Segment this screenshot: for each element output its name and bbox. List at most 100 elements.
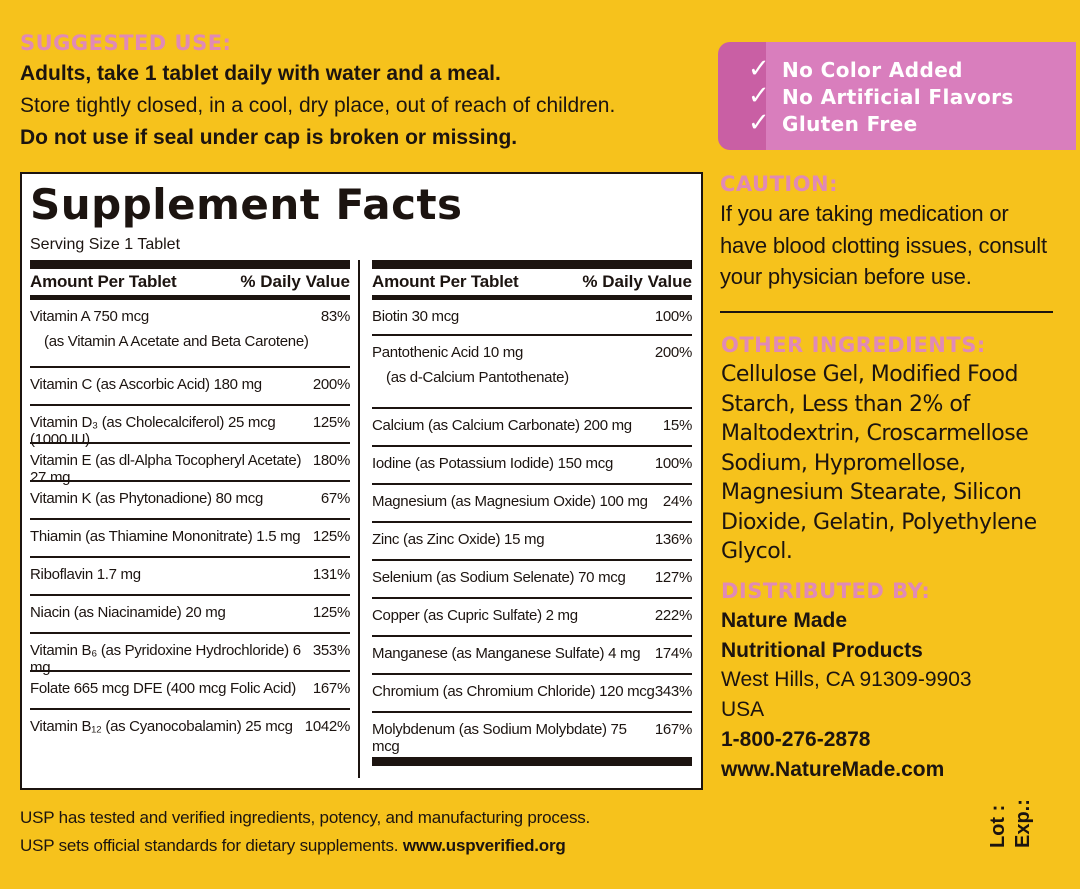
nutrient-name: Manganese (as Manganese Sulfate) 4 mg [372, 645, 641, 662]
nutrient-name: Vitamin D₃ (as Cholecalciferol) 25 mcg (… [30, 414, 276, 448]
nutrient-name: Niacin (as Niacinamide) 20 mg [30, 604, 226, 621]
claim-no-color: ✓ No Color Added [748, 54, 963, 84]
nutrient-daily-value: 100% [654, 308, 692, 325]
facts-column-left: Amount Per Tablet % Daily Value Vitamin … [30, 260, 350, 750]
nutrient-row: Folate 665 mcg DFE (400 mcg Folic Acid) 1… [30, 672, 350, 710]
nutrient-daily-value: 125% [312, 604, 350, 621]
nutrient-daily-value: 200% [654, 344, 692, 361]
exp-label: Exp.: [1012, 799, 1034, 848]
usp-link[interactable]: www.uspverified.org [402, 836, 566, 855]
column-header: Amount Per Tablet % Daily Value [372, 269, 692, 300]
suggested-use-seal-warning: Do not use if seal under cap is broken o… [20, 126, 518, 149]
nutrient-row: Pantothenic Acid 10 mg 200% (as d-Calcium … [372, 336, 692, 409]
nutrient-row: Manganese (as Manganese Sulfate) 4 mg 174… [372, 637, 692, 675]
nutrient-row: Magnesium (as Magnesium Oxide) 100 mg 24% [372, 485, 692, 523]
claim-label: No Artificial Flavors [782, 85, 1014, 109]
nutrient-line: Niacin (as Niacinamide) 20 mg 125% [30, 604, 350, 621]
nutrient-list-left: Vitamin A 750 mcg 83% (as Vitamin A Acetat… [30, 300, 350, 750]
company-country: USA [721, 698, 765, 722]
thick-rule [30, 260, 350, 269]
nutrient-line: Copper (as Cupric Sulfate) 2 mg 222% [372, 607, 692, 624]
nutrient-line: Riboflavin 1.7 mg 131% [30, 566, 350, 583]
nutrient-name: Biotin 30 mcg [372, 308, 459, 325]
supplement-facts-title: Supplement Facts [30, 180, 463, 229]
usp-line2-wrap: USP sets official standards for dietary … [20, 832, 700, 860]
nutrient-daily-value: 353% [312, 642, 350, 659]
phone-number[interactable]: 1-800-276-2878 [721, 727, 871, 751]
nutrient-line: Vitamin E (as dl-Alpha Tocopheryl Acetat… [30, 452, 350, 486]
nutrient-daily-value: 180% [312, 452, 350, 469]
nutrient-row: Vitamin A 750 mcg 83% (as Vitamin A Acetat… [30, 300, 350, 368]
nutrient-name: Zinc (as Zinc Oxide) 15 mg [372, 531, 545, 548]
suggested-use-section: SUGGESTED USE: Adults, take 1 tablet dai… [20, 32, 700, 154]
website-link[interactable]: www.NatureMade.com [721, 757, 945, 781]
nutrient-daily-value: 200% [312, 376, 350, 393]
nutrient-daily-value: 100% [654, 455, 692, 472]
nutrient-row: Iodine (as Potassium Iodide) 150 mcg 100% [372, 447, 692, 485]
company-name-line2: Nutritional Products [721, 638, 923, 662]
nutrient-source: (as Vitamin A Acetate and Beta Carotene) [44, 333, 309, 350]
suggested-use-dosage: Adults, take 1 tablet daily with water a… [20, 62, 501, 85]
nutrient-daily-value: 15% [662, 417, 692, 434]
other-ingredients-heading: OTHER INGREDIENTS: [721, 333, 986, 357]
nutrient-row: Vitamin B₁₂ (as Cyanocobalamin) 25 mcg 10… [30, 710, 350, 750]
ingredients-line: Sodium, Hypromellose, [721, 450, 966, 476]
nutrient-line: Iodine (as Potassium Iodide) 150 mcg 100% [372, 455, 692, 472]
caution-line: If you are taking medication or [720, 201, 1009, 226]
claim-label: Gluten Free [782, 112, 918, 136]
nutrient-name: Thiamin (as Thiamine Mononitrate) 1.5 mg [30, 528, 301, 545]
nutrient-line: Vitamin K (as Phytonadione) 80 mcg 67% [30, 490, 350, 507]
nutrient-daily-value: 167% [654, 721, 692, 738]
lot-label: Lot : [987, 804, 1009, 848]
caution-line: have blood clotting issues, consult [720, 232, 1047, 258]
nutrient-name: Vitamin C (as Ascorbic Acid) 180 mg [30, 376, 262, 393]
nutrient-line: Biotin 30 mcg 100% [372, 308, 692, 325]
nutrient-row: Chromium (as Chromium Chloride) 120 mcg 3… [372, 675, 692, 713]
nutrient-line: Folate 665 mcg DFE (400 mcg Folic Acid) 1… [30, 680, 350, 697]
nutrient-name: Vitamin B₆ (as Pyridoxine Hydrochloride)… [30, 642, 301, 676]
nutrient-daily-value: 83% [320, 308, 350, 325]
nutrient-row: Thiamin (as Thiamine Mononitrate) 1.5 mg… [30, 520, 350, 558]
column-divider [358, 260, 360, 778]
nutrient-name: Selenium (as Sodium Selenate) 70 mcg [372, 569, 626, 586]
nutrient-name: Iodine (as Potassium Iodide) 150 mcg [372, 455, 613, 472]
nutrient-daily-value: 127% [654, 569, 692, 586]
nutrient-line: Zinc (as Zinc Oxide) 15 mg 136% [372, 531, 692, 548]
thick-rule [372, 757, 692, 766]
suggested-use-storage: Store tightly closed, in a cool, dry pla… [20, 94, 616, 117]
claim-gluten-free: ✓ Gluten Free [748, 108, 918, 138]
claim-no-artificial-flavors: ✓ No Artificial Flavors [748, 81, 1014, 111]
claims-badge: ✓ No Color Added ✓ No Artificial Flavors… [718, 42, 1076, 150]
ingredients-line: Starch, Less than 2% of [721, 391, 970, 417]
nutrient-daily-value: 136% [654, 531, 692, 548]
checkmark-icon: ✓ [748, 81, 770, 111]
nutrient-row: Copper (as Cupric Sulfate) 2 mg 222% [372, 599, 692, 637]
usp-line2: USP sets official standards for dietary … [20, 836, 399, 855]
nutrient-daily-value: 125% [312, 528, 350, 545]
ingredients-line: Maltodextrin, Croscarmellose [721, 421, 1029, 446]
nutrient-name: Copper (as Cupric Sulfate) 2 mg [372, 607, 578, 624]
suggested-use-heading: SUGGESTED USE: [20, 31, 232, 55]
nutrient-row: Niacin (as Niacinamide) 20 mg 125% [30, 596, 350, 634]
nutrient-line: Molybdenum (as Sodium Molybdate) 75 mcg 1… [372, 721, 692, 755]
nutrient-line: Vitamin A 750 mcg 83% [30, 308, 350, 325]
nutrient-daily-value: 1042% [304, 718, 351, 735]
daily-value-header: % Daily Value [240, 272, 350, 291]
nutrient-line: Manganese (as Manganese Sulfate) 4 mg 174… [372, 645, 692, 662]
daily-value-header: % Daily Value [582, 272, 692, 291]
claims-badge-inner: ✓ No Color Added ✓ No Artificial Flavors… [748, 42, 1076, 150]
usp-line1: USP has tested and verified ingredients,… [20, 808, 591, 827]
nutrient-name: Riboflavin 1.7 mg [30, 566, 141, 583]
column-header: Amount Per Tablet % Daily Value [30, 269, 350, 300]
nutrient-row: Calcium (as Calcium Carbonate) 200 mg 15% [372, 409, 692, 447]
nutrient-daily-value: 343% [654, 683, 692, 700]
nutrient-row: Vitamin C (as Ascorbic Acid) 180 mg 200% [30, 368, 350, 406]
nutrient-line: Calcium (as Calcium Carbonate) 200 mg 15% [372, 417, 692, 434]
nutrient-name: Chromium (as Chromium Chloride) 120 mcg [372, 683, 655, 700]
distributed-by-heading: DISTRIBUTED BY: [721, 579, 931, 603]
nutrient-row: Vitamin D₃ (as Cholecalciferol) 25 mcg (… [30, 406, 350, 448]
nutrient-name: Calcium (as Calcium Carbonate) 200 mg [372, 417, 632, 434]
caution-line: your physician before use. [720, 264, 972, 289]
nutrient-name: Pantothenic Acid 10 mg [372, 344, 524, 361]
nutrient-row: Molybdenum (as Sodium Molybdate) 75 mcg 1… [372, 713, 692, 755]
